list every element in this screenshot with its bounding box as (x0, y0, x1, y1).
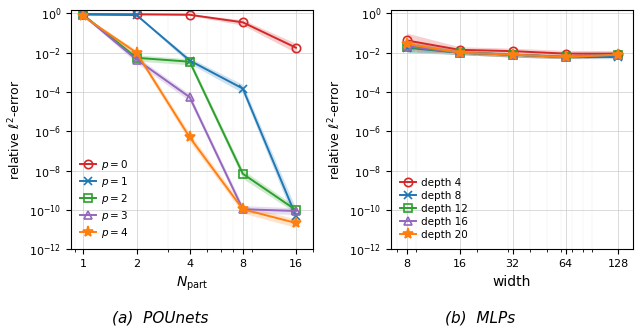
$p = 1$ (239, 87, 246, 91)
$p = 2$ (132, 56, 140, 60)
X-axis label: width: width (493, 275, 531, 289)
$p = 2$ (239, 172, 246, 176)
Line: $p = 4$: $p = 4$ (78, 11, 301, 229)
$p = 3$ (292, 209, 300, 213)
Legend: depth 4, depth 8, depth 12, depth 16, depth 20: depth 4, depth 8, depth 12, depth 16, de… (396, 173, 472, 244)
$p = 3$ (186, 95, 193, 99)
depth 8 (509, 53, 516, 57)
Line: depth 4: depth 4 (403, 36, 623, 58)
depth 8 (403, 46, 411, 50)
depth 4 (509, 49, 516, 53)
depth 8 (456, 51, 463, 55)
$p = 1$ (186, 59, 193, 63)
Line: $p = 3$: $p = 3$ (79, 11, 300, 215)
depth 16 (509, 53, 516, 57)
depth 4 (403, 38, 411, 42)
Text: (b)  MLPs: (b) MLPs (445, 311, 515, 326)
depth 20 (614, 53, 622, 57)
$p = 3$ (79, 14, 87, 18)
Text: (a)  POUnets: (a) POUnets (112, 311, 208, 326)
depth 20 (509, 53, 516, 57)
$p = 2$ (186, 60, 193, 64)
$p = 4$ (132, 51, 140, 55)
Line: depth 12: depth 12 (403, 43, 623, 61)
depth 12 (456, 51, 463, 55)
$p = 4$ (239, 207, 246, 211)
depth 16 (562, 55, 570, 59)
depth 20 (403, 42, 411, 46)
$p = 0$ (239, 21, 246, 24)
$p = 0$ (186, 13, 193, 17)
depth 12 (614, 53, 622, 57)
$p = 4$ (79, 14, 87, 18)
$p = 4$ (186, 135, 193, 139)
depth 16 (456, 51, 463, 55)
depth 8 (614, 55, 622, 59)
depth 20 (562, 55, 570, 59)
depth 16 (614, 53, 622, 57)
depth 16 (403, 44, 411, 48)
$p = 2$ (79, 13, 87, 17)
depth 4 (614, 52, 622, 55)
depth 12 (562, 55, 570, 59)
depth 8 (562, 55, 570, 59)
$p = 1$ (292, 214, 300, 218)
$p = 4$ (292, 221, 300, 225)
Legend: $p = 0$, $p = 1$, $p = 2$, $p = 3$, $p = 4$: $p = 0$, $p = 1$, $p = 2$, $p = 3$, $p =… (76, 153, 132, 244)
X-axis label: $N_\mathrm{part}$: $N_\mathrm{part}$ (176, 275, 208, 293)
depth 12 (403, 45, 411, 49)
Line: $p = 1$: $p = 1$ (79, 10, 300, 220)
$p = 0$ (292, 46, 300, 50)
$p = 1$ (79, 12, 87, 16)
Line: depth 8: depth 8 (403, 44, 623, 61)
$p = 1$ (132, 13, 140, 17)
depth 20 (456, 51, 463, 55)
$p = 3$ (132, 58, 140, 62)
Line: $p = 0$: $p = 0$ (79, 10, 300, 52)
$p = 2$ (292, 208, 300, 212)
depth 4 (562, 52, 570, 55)
Y-axis label: relative $\ell^2$-error: relative $\ell^2$-error (7, 79, 24, 180)
$p = 0$ (79, 12, 87, 16)
depth 12 (509, 53, 516, 57)
Line: $p = 2$: $p = 2$ (79, 11, 300, 214)
Y-axis label: relative $\ell^2$-error: relative $\ell^2$-error (327, 79, 344, 180)
depth 4 (456, 48, 463, 52)
$p = 0$ (132, 12, 140, 16)
$p = 3$ (239, 207, 246, 211)
Line: depth 16: depth 16 (403, 42, 623, 61)
Line: depth 20: depth 20 (401, 38, 624, 63)
